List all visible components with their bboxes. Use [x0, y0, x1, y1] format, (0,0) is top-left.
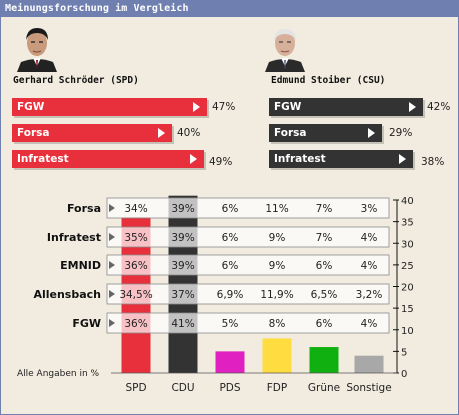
y-tick-label: 25: [401, 261, 414, 272]
institute-label: EMNID: [60, 259, 101, 272]
play-triangle-icon: [190, 154, 197, 164]
y-tick-label: 20: [401, 283, 414, 294]
table-cell: 6%: [316, 260, 333, 272]
play-triangle-icon: [409, 102, 416, 112]
row-arrow-icon: [109, 290, 115, 298]
table-row-box: [106, 283, 390, 305]
table-cell: 3,2%: [356, 289, 383, 301]
y-tick-label: 40: [401, 196, 414, 207]
table-cell: 39%: [171, 232, 194, 244]
y-tick-label: 15: [401, 304, 414, 315]
play-triangle-icon: [368, 128, 375, 138]
bar-fdp: [262, 338, 292, 373]
institute-label: Infratest: [47, 231, 101, 244]
schroeder-poll-infratest: Infratest: [12, 150, 204, 168]
x-tick-label: PDS: [219, 382, 240, 394]
table-row-box: [106, 226, 390, 248]
x-tick-label: SPD: [125, 382, 146, 394]
party-bar-chart: Forsa 34% 39% 6% 11% 7% 3% Infratest 35% 39% 6% 9% 7…: [17, 195, 414, 394]
institute-label: FGW: [72, 317, 101, 330]
table-cell: 9%: [269, 260, 286, 272]
bar-sonstige: [354, 355, 384, 373]
table-cell: 9%: [269, 232, 286, 244]
table-cell: 34,5%: [119, 289, 152, 301]
table-cell: 36%: [124, 318, 147, 330]
poll-institute-label: FGW: [274, 101, 302, 113]
poll-percent: 38%: [421, 156, 445, 168]
table-cell: 39%: [171, 260, 194, 272]
y-tick-label: 10: [401, 326, 414, 337]
table-cell: 4%: [361, 260, 378, 272]
x-tick-label: Grüne: [308, 382, 340, 394]
table-cell: 6%: [222, 232, 239, 244]
schroeder-portrait: [17, 28, 57, 72]
y-tick-label: 0: [401, 369, 407, 380]
table-cell: 41%: [171, 318, 194, 330]
row-arrow-icon: [109, 261, 115, 269]
table-cell: 37%: [171, 289, 194, 301]
table-cell: 6,9%: [217, 289, 244, 301]
stoiber-poll-forsa: Forsa: [269, 124, 382, 142]
play-triangle-icon: [399, 154, 406, 164]
schroeder-poll-fgw: FGW: [12, 98, 207, 116]
play-triangle-icon: [158, 128, 165, 138]
row-arrow-icon: [109, 319, 115, 327]
table-cell: 6%: [222, 260, 239, 272]
table-cell: 6,5%: [311, 289, 338, 301]
poll-institute-label: Infratest: [17, 153, 69, 165]
table-row-box: [106, 312, 390, 334]
table-row-box: [106, 254, 390, 276]
bar-grüne: [309, 347, 339, 373]
poll-institute-label: Forsa: [274, 127, 307, 139]
table-cell: 4%: [361, 232, 378, 244]
table-cell: 3%: [361, 203, 378, 215]
poll-institute-label: Forsa: [17, 127, 50, 139]
units-note: Alle Angaben in %: [17, 369, 100, 379]
table-cell: 4%: [361, 318, 378, 330]
table-cell: 5%: [222, 318, 239, 330]
poll-institute-label: Infratest: [274, 153, 326, 165]
table-row-box: [106, 197, 390, 219]
table-cell: 7%: [316, 203, 333, 215]
table-cell: 11%: [265, 203, 288, 215]
poll-percent: 42%: [427, 101, 451, 113]
y-tick-label: 35: [401, 218, 414, 229]
table-cell: 6%: [316, 318, 333, 330]
poll-percent: 29%: [389, 127, 413, 139]
table-cell: 8%: [269, 318, 286, 330]
row-arrow-icon: [109, 204, 115, 212]
poll-institute-label: FGW: [17, 101, 45, 113]
institute-label: Forsa: [67, 202, 101, 215]
window-title: Meinungsforschung im Vergleich: [1, 1, 458, 17]
candidate-name-stoiber: Edmund Stoiber (CSU): [271, 75, 386, 86]
x-tick-label: CDU: [171, 382, 194, 394]
play-triangle-icon: [193, 102, 200, 112]
table-cell: 11,9%: [260, 289, 293, 301]
y-tick-label: 30: [401, 239, 414, 250]
stoiber-poll-fgw: FGW: [269, 98, 423, 116]
table-cell: 6%: [222, 203, 239, 215]
table-cell: 34%: [124, 203, 147, 215]
stoiber-poll-infratest: Infratest: [269, 150, 413, 168]
table-cell: 36%: [124, 260, 147, 272]
bar-pds: [215, 351, 245, 373]
table-cell: 39%: [171, 203, 194, 215]
candidate-name-schroeder: Gerhard Schröder (SPD): [13, 75, 139, 86]
stoiber-portrait: [265, 29, 305, 72]
row-arrow-icon: [109, 233, 115, 241]
y-tick-label: 5: [401, 347, 407, 358]
x-tick-label: Sonstige: [346, 382, 391, 394]
table-cell: 35%: [124, 232, 147, 244]
poll-percent: 49%: [209, 156, 233, 168]
table-cell: 7%: [316, 232, 333, 244]
x-tick-label: FDP: [267, 382, 287, 394]
schroeder-poll-forsa: Forsa: [12, 124, 172, 142]
poll-percent: 40%: [177, 127, 201, 139]
institute-label: Allensbach: [33, 288, 101, 301]
poll-percent: 47%: [212, 101, 236, 113]
